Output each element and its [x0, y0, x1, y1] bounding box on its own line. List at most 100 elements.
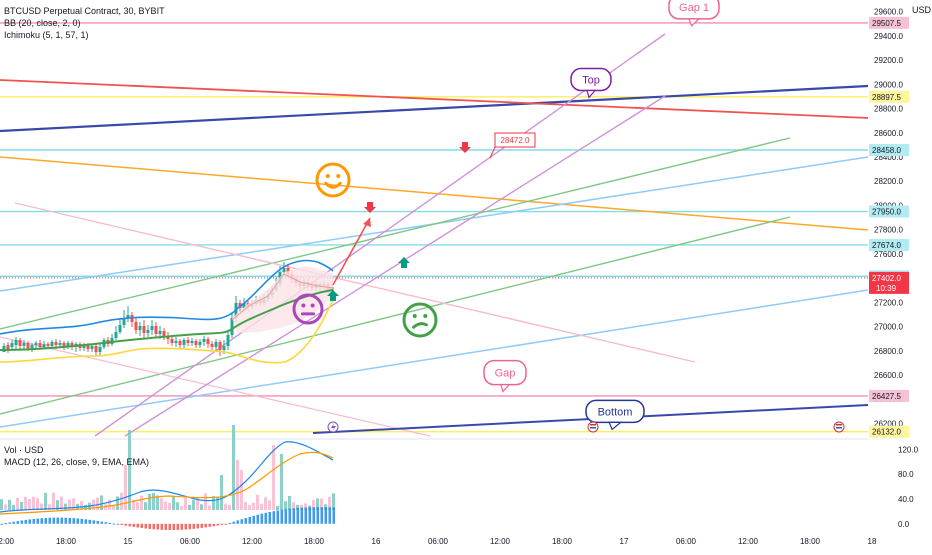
- up-arrow-2[interactable]: [327, 290, 339, 301]
- trend-line-1[interactable]: [0, 79, 869, 119]
- trend-line-6[interactable]: [0, 216, 791, 415]
- price-badge-0[interactable]: [869, 16, 909, 29]
- candle-59[interactable]: [238, 303, 242, 308]
- candle-6[interactable]: [26, 343, 30, 348]
- candle-13[interactable]: [54, 342, 58, 345]
- candle-60[interactable]: [242, 303, 246, 308]
- candle-49[interactable]: [198, 342, 202, 345]
- trend-line-4[interactable]: [0, 289, 869, 428]
- legend-bb[interactable]: BB (20, close, 2, 0): [4, 18, 81, 28]
- callout-2[interactable]: Gap: [483, 359, 527, 393]
- candle-48[interactable]: [194, 341, 198, 345]
- candle-16[interactable]: [66, 343, 70, 346]
- candle-46[interactable]: [186, 340, 190, 343]
- price-badge-4[interactable]: [869, 238, 909, 251]
- candle-29[interactable]: [118, 325, 122, 332]
- down-arrow-1[interactable]: [459, 142, 471, 153]
- candle-8[interactable]: [34, 343, 38, 345]
- candle-17[interactable]: [70, 343, 74, 347]
- candle-53[interactable]: [214, 342, 218, 347]
- candle-40[interactable]: [162, 331, 166, 336]
- callout-0[interactable]: Gap 1: [668, 0, 720, 27]
- up-arrow-1[interactable]: [398, 257, 410, 268]
- us-flag-event-icon-2[interactable]: [833, 421, 845, 433]
- trend-line-8[interactable]: [0, 336, 431, 437]
- candle-12[interactable]: [50, 342, 54, 346]
- macd-tick-2: 80.0: [898, 470, 914, 479]
- callout-3[interactable]: Bottom: [585, 399, 645, 431]
- macd-line: [0, 441, 334, 513]
- candle-47[interactable]: [190, 341, 194, 343]
- candle-34[interactable]: [138, 326, 142, 330]
- candle-33[interactable]: [134, 322, 138, 330]
- candle-1[interactable]: [6, 345, 10, 349]
- candle-5[interactable]: [22, 343, 26, 346]
- lightning-event-icon[interactable]: [327, 421, 339, 433]
- price-badge-7[interactable]: [869, 425, 909, 438]
- candle-20[interactable]: [82, 345, 86, 348]
- candle-52[interactable]: [210, 344, 214, 347]
- candle-44[interactable]: [178, 341, 182, 345]
- candle-30[interactable]: [122, 318, 126, 325]
- candle-41[interactable]: [166, 336, 170, 339]
- candle-11[interactable]: [46, 344, 50, 346]
- candle-57[interactable]: [230, 318, 234, 335]
- candle-10[interactable]: [42, 344, 46, 347]
- candle-38[interactable]: [154, 326, 158, 334]
- trend-line-7[interactable]: [14, 202, 696, 363]
- us-flag-event-icon-1[interactable]: [587, 421, 599, 433]
- trend-line-9[interactable]: [94, 33, 666, 437]
- candle-36[interactable]: [146, 330, 150, 333]
- candle-31[interactable]: [126, 315, 130, 318]
- candle-54[interactable]: [218, 342, 222, 350]
- trend-line-10[interactable]: [124, 95, 666, 437]
- candle-14[interactable]: [58, 343, 62, 345]
- legend-ichimoku[interactable]: Ichimoku (5, 1, 57, 1): [4, 30, 89, 40]
- candle-37[interactable]: [150, 326, 154, 330]
- time-tick-11: 06:00: [676, 537, 697, 546]
- price-badge-3[interactable]: [869, 205, 909, 218]
- price-badge-1[interactable]: [869, 90, 909, 103]
- callout-1[interactable]: Top: [570, 67, 612, 99]
- candle-3[interactable]: [14, 340, 18, 345]
- candle-42[interactable]: [170, 339, 174, 343]
- legend-macd[interactable]: MACD (12, 26, close, 9, EMA, EMA): [4, 457, 150, 467]
- candle-51[interactable]: [206, 339, 210, 344]
- trend-line-2[interactable]: [0, 156, 869, 231]
- happy-face-icon[interactable]: [315, 162, 351, 198]
- down-arrow-2[interactable]: [364, 202, 376, 213]
- candle-9[interactable]: [38, 343, 42, 347]
- candle-4[interactable]: [18, 340, 22, 346]
- legend-volume[interactable]: Vol · USD: [4, 445, 44, 455]
- candle-2[interactable]: [10, 343, 14, 347]
- candle-35[interactable]: [142, 326, 146, 333]
- price-badge-6[interactable]: [869, 389, 909, 402]
- candle-55[interactable]: [222, 346, 226, 350]
- projection-arrow[interactable]: [332, 217, 371, 286]
- macd-hist-5: [20, 520, 23, 524]
- candle-43[interactable]: [174, 341, 178, 343]
- legend-symbol[interactable]: BTCUSD Perpetual Contract, 30, BYBIT: [4, 6, 165, 16]
- candle-24[interactable]: [98, 347, 102, 352]
- neutral-face-icon[interactable]: [292, 293, 324, 325]
- candle-28[interactable]: [114, 332, 118, 338]
- trend-line-5[interactable]: [0, 137, 791, 330]
- candle-21[interactable]: [86, 345, 90, 349]
- candle-50[interactable]: [202, 339, 206, 342]
- candle-71[interactable]: [286, 268, 290, 274]
- price-badge-2[interactable]: [869, 143, 909, 156]
- candle-56[interactable]: [226, 335, 230, 346]
- candle-39[interactable]: [158, 331, 162, 334]
- price-tag-box[interactable]: [494, 132, 536, 148]
- candle-45[interactable]: [182, 340, 186, 345]
- candle-7[interactable]: [30, 345, 34, 348]
- candle-70[interactable]: [282, 268, 286, 272]
- candle-22[interactable]: [90, 346, 94, 349]
- confused-face-icon[interactable]: [402, 302, 438, 338]
- trend-line-0[interactable]: [0, 84, 869, 133]
- last-price-badge[interactable]: [869, 271, 909, 294]
- candle-23[interactable]: [94, 346, 98, 352]
- candle-15[interactable]: [62, 343, 66, 346]
